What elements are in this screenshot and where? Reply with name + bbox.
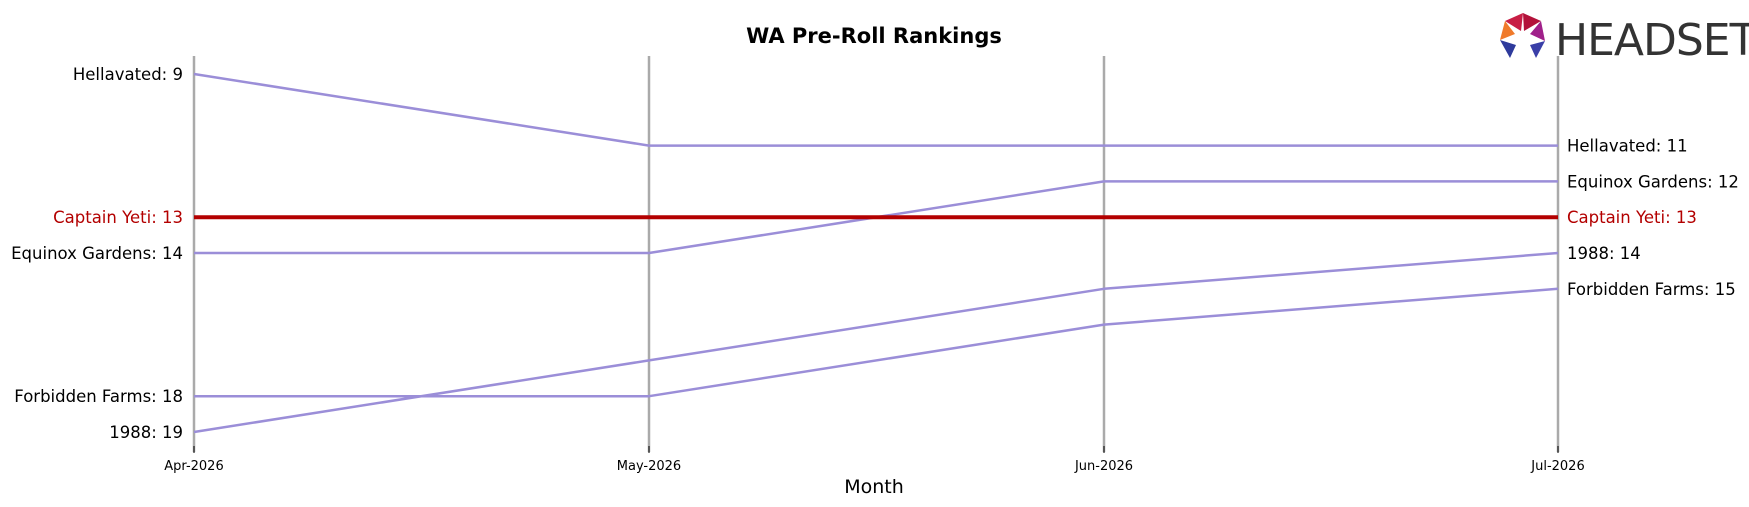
series-lines <box>193 72 1559 434</box>
tick-label-Jun-2026: Jun-2026 <box>1074 459 1133 474</box>
headset-logo: HEADSET <box>1500 13 1749 66</box>
logo-wordmark: HEADSET <box>1555 15 1749 66</box>
series-line-1988 <box>193 251 1559 434</box>
tick-label-Jul-2026: Jul-2026 <box>1530 459 1584 474</box>
x-axis-label: Month <box>844 476 904 498</box>
start-label-captain-yeti: Captain Yeti: 13 <box>53 208 183 227</box>
end-label-captain-yeti: Captain Yeti: 13 <box>1567 208 1697 227</box>
tick-label-Apr-2026: Apr-2026 <box>164 459 223 474</box>
end-label-1988: 1988: 14 <box>1567 244 1641 263</box>
series-line-forbidden-farms <box>194 287 1559 398</box>
x-axis-ticks: Apr-2026 May-2026 Jun-2026 Jul-2026 <box>164 446 1585 474</box>
chart-title: WA Pre-Roll Rankings <box>746 24 1002 48</box>
series-line-hellavated <box>193 72 1558 147</box>
headset-logo-icon <box>1500 13 1545 58</box>
start-label-hellavated: Hellavated: 9 <box>73 65 183 84</box>
start-label-forbidden-farms: Forbidden Farms: 18 <box>14 387 183 406</box>
end-label-equinox-gardens: Equinox Gardens: 12 <box>1567 172 1739 191</box>
tick-label-May-2026: May-2026 <box>617 459 681 474</box>
start-label-equinox-gardens: Equinox Gardens: 14 <box>11 244 183 263</box>
end-label-forbidden-farms: Forbidden Farms: 15 <box>1567 280 1736 299</box>
series-labels: Hellavated: 9 Hellavated: 11 Equinox Garde… <box>11 65 1739 442</box>
start-label-1988: 1988: 19 <box>109 423 183 442</box>
end-label-hellavated: Hellavated: 11 <box>1567 137 1688 156</box>
